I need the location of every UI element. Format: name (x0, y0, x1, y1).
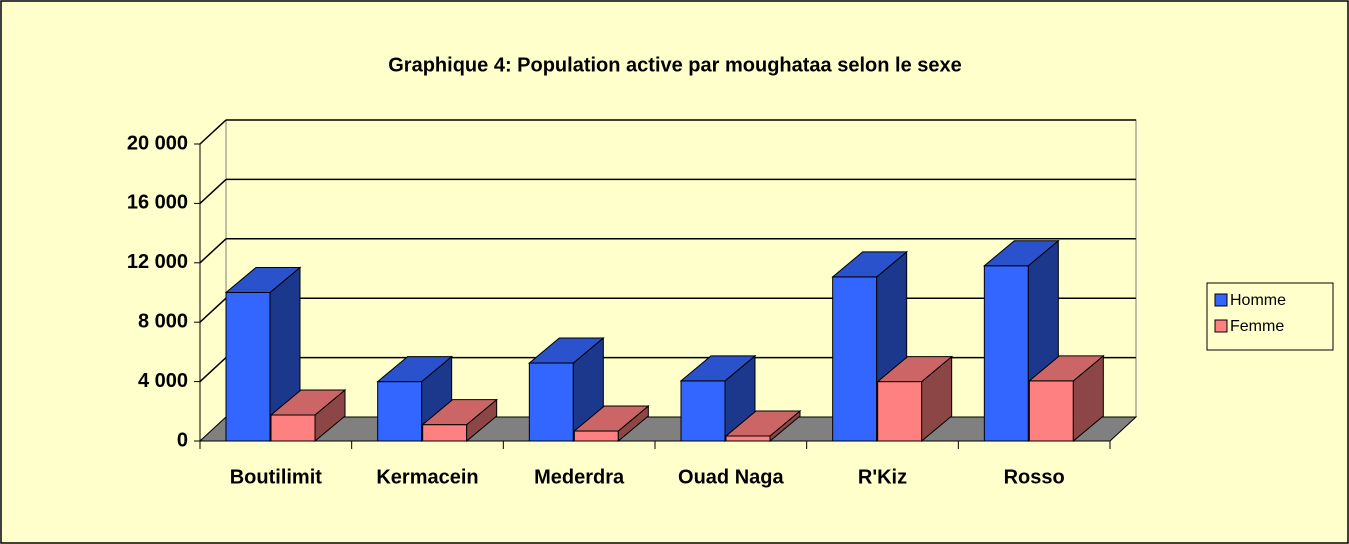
grid-line (199, 119, 227, 145)
x-tick-label: Rosso (1004, 466, 1065, 488)
y-tick-label: 0 (177, 429, 188, 451)
x-tick-label: Boutilimit (230, 466, 323, 488)
bar (377, 381, 423, 442)
grid-line (199, 178, 227, 204)
bar (680, 380, 726, 442)
bar (573, 430, 619, 442)
x-tick-label: Mederdra (534, 466, 625, 488)
y-tick-label: 12 000 (127, 251, 188, 273)
legend-label: Femme (1230, 318, 1284, 335)
x-tick-label: Kermacein (376, 466, 478, 488)
bar-top (724, 410, 802, 437)
bar (877, 381, 923, 442)
y-tick-label: 16 000 (127, 192, 188, 214)
grid-line (199, 297, 227, 323)
side-wall (199, 118, 227, 443)
grid-line (199, 357, 227, 383)
bar (528, 362, 574, 442)
bar (422, 424, 468, 442)
bar (1028, 380, 1074, 442)
bar-top (421, 399, 499, 426)
bar-top (831, 251, 909, 278)
bar (225, 292, 271, 442)
x-tick-label: Ouad Naga (678, 466, 784, 488)
y-tick-label: 4 000 (138, 370, 188, 392)
bar (832, 276, 878, 442)
bar-top (376, 356, 454, 383)
legend-box (1206, 282, 1334, 351)
bar (270, 414, 316, 442)
bar-top (269, 389, 347, 416)
legend-swatch (1214, 293, 1228, 307)
x-tick-label: R'Kiz (858, 466, 907, 488)
bar-top (572, 405, 650, 432)
grid-line (199, 238, 227, 264)
bar-top (224, 267, 302, 293)
bar (725, 435, 771, 442)
legend-label: Homme (1230, 292, 1286, 309)
bar-top (1027, 355, 1105, 382)
bar-top (679, 355, 757, 382)
legend-swatch (1214, 319, 1228, 333)
y-tick-label: 20 000 (127, 132, 188, 154)
bar (983, 265, 1029, 442)
bar-top (876, 356, 954, 383)
bar-top (527, 337, 605, 364)
chart-title: Graphique 4: Population active par mough… (388, 54, 962, 76)
y-tick-label: 8 000 (138, 310, 188, 332)
bar-top (982, 240, 1060, 267)
